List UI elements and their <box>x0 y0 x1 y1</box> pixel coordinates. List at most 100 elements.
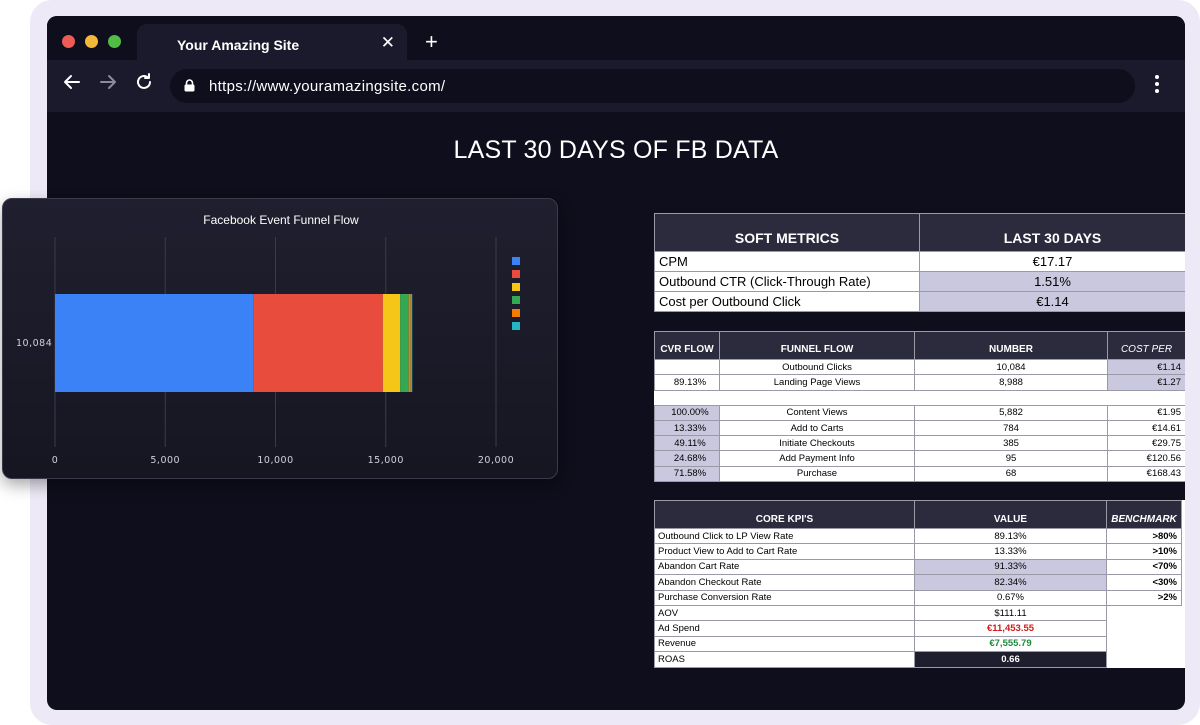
metric-label: Cost per Outbound Click <box>654 291 920 312</box>
benchmark-value: >10% <box>1106 543 1182 560</box>
empty-cell <box>1182 605 1186 620</box>
benchmark-value: >80% <box>1106 527 1182 545</box>
table-row: Outbound Click to LP View Rate 89.13% >80% <box>654 527 1186 545</box>
soft-metrics-table: SOFT METRICS LAST 30 DAYS CPM €17.17 Outbo… <box>654 213 1185 312</box>
funnel-number: 385 <box>914 435 1108 452</box>
empty-cell <box>1107 636 1182 651</box>
kpi-value: 0.67% <box>914 589 1107 606</box>
table-row: 49.11% Initiate Checkouts 385 €29.75 <box>654 435 1185 452</box>
table-row: 13.33% Add to Carts 784 €14.61 <box>654 419 1185 437</box>
cvr-value: 49.11% <box>654 435 720 452</box>
kpi-label: Ad Spend <box>654 620 915 637</box>
column-header: CORE KPI'S <box>654 500 915 529</box>
navigation-bar: https://www.youramazingsite.com/ <box>47 60 1185 112</box>
funnel-step: Outbound Clicks <box>719 358 915 376</box>
cost-per-value: €1.27 <box>1107 374 1185 391</box>
title-bar: Your Amazing Site ✕ + <box>47 16 1185 64</box>
menu-kebab-icon[interactable] <box>1155 75 1161 96</box>
kpi-value: 91.33% <box>914 558 1107 576</box>
kpi-value: 13.33% <box>914 543 1107 560</box>
empty-cell <box>1182 529 1186 544</box>
kpi-value: 0.66 <box>914 651 1107 668</box>
empty-cell <box>1182 590 1186 605</box>
bar-segment <box>410 294 413 392</box>
funnel-step: Add to Carts <box>719 419 915 437</box>
metric-label: Outbound CTR (Click-Through Rate) <box>654 271 920 292</box>
column-header: COST PER <box>1107 331 1185 360</box>
table-row: Ad Spend €11,453.55 <box>654 620 1186 637</box>
cost-per-value: €29.75 <box>1107 435 1185 452</box>
benchmark-value: <30% <box>1106 574 1182 591</box>
table-row: Revenue €7,555.79 <box>654 635 1186 653</box>
funnel-number: 784 <box>914 419 1108 437</box>
funnel-number: 10,084 <box>914 358 1108 376</box>
column-header: VALUE <box>914 500 1107 529</box>
empty-cell <box>1182 621 1186 636</box>
legend-swatch <box>512 296 520 304</box>
table-row: Purchase Conversion Rate 0.67% >2% <box>654 589 1186 606</box>
kpi-label: Product View to Add to Cart Rate <box>654 543 915 560</box>
empty-cell <box>1182 575 1186 590</box>
minimize-window-button[interactable] <box>85 35 98 48</box>
close-window-button[interactable] <box>62 35 75 48</box>
bar-segment <box>382 294 401 392</box>
funnel-step: Add Payment Info <box>719 450 915 467</box>
funnel-number: 95 <box>914 450 1108 467</box>
cost-per-value: €14.61 <box>1107 419 1185 437</box>
bar-segment <box>400 294 409 392</box>
funnel-number: 68 <box>914 465 1108 483</box>
empty-cell <box>1107 621 1182 636</box>
lock-icon <box>184 79 195 97</box>
tab-title: Your Amazing Site <box>177 37 300 53</box>
core-kpis-table: CORE KPI'S VALUE BENCHMARK Outbound Clic… <box>654 500 1185 668</box>
funnel-number: 8,988 <box>914 374 1108 391</box>
funnel-chart: 0 5,000 10,000 15,000 20,000 10,084 <box>16 237 520 466</box>
kpi-value: €7,555.79 <box>914 635 1107 653</box>
maximize-window-button[interactable] <box>108 35 121 48</box>
kpi-label: Purchase Conversion Rate <box>654 589 915 606</box>
column-header: CVR FLOW <box>654 331 720 360</box>
funnel-step: Initiate Checkouts <box>719 435 915 452</box>
metric-label: CPM <box>654 251 920 272</box>
cvr-value: 100.00% <box>654 404 720 421</box>
legend-swatch <box>512 322 520 330</box>
funnel-flow-table: CVR FLOW FUNNEL FLOW NUMBER COST PER Out… <box>654 331 1185 483</box>
new-tab-icon[interactable]: + <box>425 29 438 54</box>
x-tick-label: 20,000 <box>478 455 514 466</box>
kpi-label: Revenue <box>654 635 915 653</box>
legend-swatch <box>512 257 520 265</box>
funnel-chart-card: Facebook Event Funnel Flow 0 5,000 10,000 1… <box>2 198 558 479</box>
table-row: 100.00% Content Views 5,882 €1.95 <box>654 404 1185 421</box>
table-row: CPM €17.17 <box>654 251 1185 272</box>
cvr-value: 89.13% <box>654 374 720 391</box>
table-row: Abandon Checkout Rate 82.34% <30% <box>654 574 1186 591</box>
y-category-label: 10,084 <box>16 338 52 349</box>
kpi-label: Abandon Cart Rate <box>654 558 915 576</box>
column-header: NUMBER <box>914 331 1108 360</box>
metric-value: 1.51% <box>919 271 1185 292</box>
x-tick-label: 10,000 <box>257 455 293 466</box>
legend-swatch <box>512 283 520 291</box>
address-bar[interactable]: https://www.youramazingsite.com/ <box>170 69 1135 103</box>
back-arrow-icon[interactable] <box>63 73 81 97</box>
close-tab-icon[interactable]: ✕ <box>380 33 395 52</box>
kpi-value: 89.13% <box>914 527 1107 545</box>
table-row: 24.68% Add Payment Info 95 €120.56 <box>654 450 1185 467</box>
table-row: Abandon Cart Rate 91.33% <70% <box>654 558 1186 576</box>
table-row: 89.13% Landing Page Views 8,988 €1.27 <box>654 374 1185 391</box>
table-row: ROAS 0.66 <box>654 651 1186 668</box>
kpi-label: Outbound Click to LP View Rate <box>654 527 915 545</box>
funnel-step: Content Views <box>719 404 915 421</box>
reload-icon[interactable] <box>135 73 153 97</box>
x-tick-label: 5,000 <box>150 455 180 466</box>
browser-tab[interactable]: Your Amazing Site ✕ <box>137 24 407 64</box>
browser-window: Your Amazing Site ✕ + https://www.youram… <box>47 16 1185 710</box>
table-gap <box>654 389 1185 406</box>
x-tick-label: 0 <box>52 455 59 466</box>
forward-arrow-icon[interactable] <box>99 73 117 97</box>
table-row: Cost per Outbound Click €1.14 <box>654 291 1185 312</box>
empty-cell <box>1182 559 1186 574</box>
empty-cell <box>1182 544 1186 559</box>
legend-swatch <box>512 270 520 278</box>
cost-per-value: €120.56 <box>1107 450 1185 467</box>
